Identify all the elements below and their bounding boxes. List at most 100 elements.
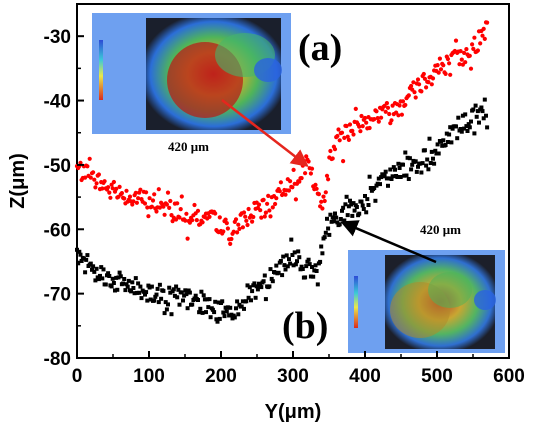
data-point <box>463 60 468 65</box>
data-point <box>157 282 162 287</box>
data-point <box>422 148 427 153</box>
data-point <box>84 257 89 262</box>
data-point <box>336 127 341 132</box>
data-point <box>214 317 219 322</box>
data-point <box>324 173 330 178</box>
data-point <box>166 302 170 307</box>
series-black <box>75 97 490 324</box>
data-point <box>388 167 393 172</box>
data-point <box>163 300 168 305</box>
data-point <box>286 188 292 193</box>
data-point <box>340 208 344 213</box>
data-point <box>244 299 249 304</box>
data-point <box>131 286 136 290</box>
data-point <box>162 311 167 316</box>
data-point <box>296 249 301 254</box>
data-point <box>179 290 184 295</box>
data-point <box>360 203 365 208</box>
data-point <box>354 205 359 209</box>
data-point <box>123 288 128 293</box>
data-point <box>221 229 226 234</box>
data-point <box>101 267 106 272</box>
data-point <box>141 289 146 294</box>
data-point <box>359 113 364 119</box>
data-point <box>223 217 228 222</box>
data-point <box>406 177 411 181</box>
data-point <box>110 186 115 191</box>
data-point <box>237 226 242 231</box>
data-point <box>126 278 131 283</box>
data-point <box>448 72 453 77</box>
data-point <box>284 253 289 258</box>
data-point <box>185 306 190 311</box>
data-point <box>107 274 112 278</box>
data-point <box>475 109 480 114</box>
data-point <box>434 151 439 156</box>
data-point <box>148 297 153 302</box>
data-point <box>266 193 271 198</box>
data-point <box>383 109 388 114</box>
data-point <box>445 56 450 62</box>
panel-label-b: (b) <box>282 305 328 347</box>
data-point <box>90 267 94 272</box>
data-point <box>453 38 459 43</box>
data-point <box>341 205 346 210</box>
data-point <box>105 273 109 278</box>
data-point <box>75 247 79 252</box>
data-point <box>224 221 229 226</box>
data-point <box>235 299 240 304</box>
data-point <box>232 315 237 320</box>
data-point <box>115 287 120 292</box>
data-point <box>159 296 164 301</box>
data-point <box>200 310 205 315</box>
data-point <box>407 156 412 161</box>
data-point <box>348 198 352 203</box>
data-point <box>274 263 279 268</box>
data-point <box>344 123 349 129</box>
data-point <box>459 57 464 62</box>
data-point <box>88 261 93 266</box>
data-point <box>94 266 99 271</box>
data-point <box>463 112 468 117</box>
data-point <box>190 302 195 307</box>
data-point <box>447 61 452 66</box>
data-point <box>375 116 380 121</box>
data-point <box>122 277 127 281</box>
data-point <box>245 283 250 288</box>
data-point <box>236 312 241 317</box>
data-point <box>131 199 136 204</box>
data-point <box>106 185 111 190</box>
data-point <box>480 109 485 114</box>
data-point <box>134 290 139 295</box>
data-point <box>384 101 389 106</box>
data-point <box>96 172 101 177</box>
data-point <box>276 270 281 275</box>
data-point <box>98 273 102 278</box>
data-point <box>117 270 122 275</box>
data-point <box>346 137 351 142</box>
x-tick-label: 600 <box>493 366 525 387</box>
data-point <box>145 298 150 303</box>
data-point <box>132 291 137 296</box>
data-point <box>175 295 180 300</box>
data-point <box>92 269 97 274</box>
x-tick-label: 200 <box>205 366 237 387</box>
data-point <box>439 139 443 144</box>
data-point <box>291 167 296 172</box>
data-point <box>375 181 380 186</box>
data-point <box>263 297 268 302</box>
data-point <box>293 262 298 267</box>
data-point <box>179 194 184 199</box>
data-point <box>334 215 339 220</box>
data-point <box>320 206 325 211</box>
data-point <box>199 289 204 294</box>
data-point <box>391 165 396 170</box>
inset-b-arrow <box>340 220 437 264</box>
data-point <box>363 194 367 198</box>
data-point <box>379 115 384 120</box>
data-point <box>96 277 101 282</box>
data-point <box>288 261 293 266</box>
data-point <box>314 186 319 191</box>
data-point <box>457 62 462 67</box>
